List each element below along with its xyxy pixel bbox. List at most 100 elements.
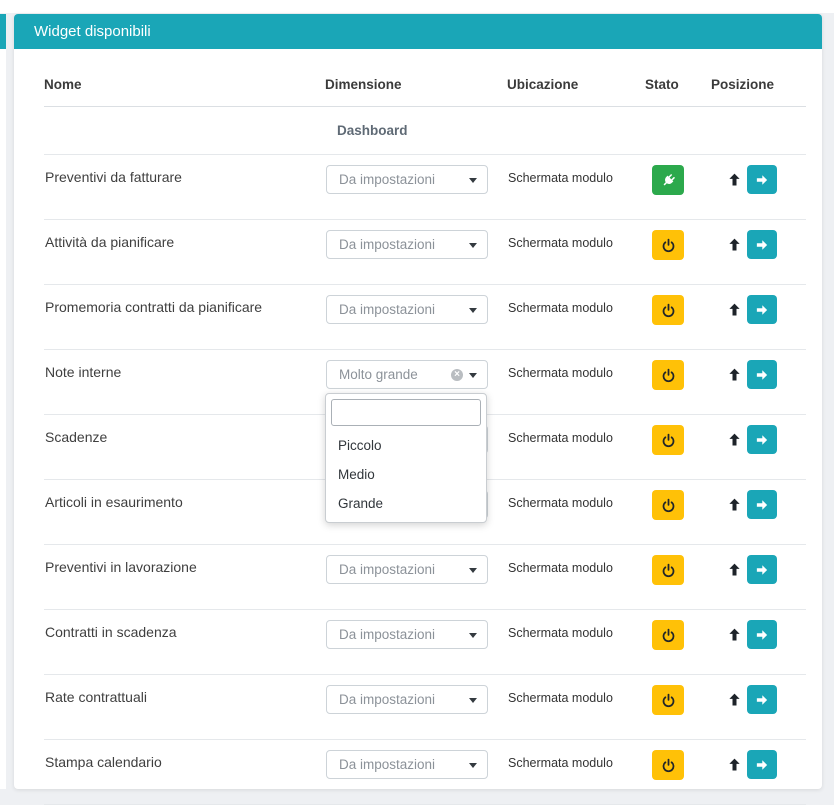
size-select[interactable]: Da impostazioni × <box>326 750 488 779</box>
arrow-right-icon <box>756 629 768 640</box>
move-to-button[interactable] <box>747 620 777 649</box>
size-select-value: Molto grande <box>339 367 418 382</box>
size-select-value: Da impostazioni <box>339 757 436 772</box>
table-row: Rate contrattuali Da impostazioni × Picc… <box>44 674 806 740</box>
status-toggle-button[interactable] <box>652 555 684 585</box>
panel-body: Nome Dimensione Ubicazione Stato Posizio… <box>14 49 822 805</box>
size-select[interactable]: Da impostazioni × <box>326 295 488 324</box>
arrow-right-icon <box>756 239 768 250</box>
move-up-icon[interactable] <box>727 756 742 773</box>
move-to-button[interactable] <box>747 750 777 779</box>
arrow-right-icon <box>756 759 768 770</box>
move-up-icon[interactable] <box>727 626 742 643</box>
power-icon <box>662 498 674 512</box>
widget-name: Contratti in scadenza <box>45 624 177 640</box>
size-select-value: Da impostazioni <box>339 302 436 317</box>
chevron-down-icon <box>469 308 477 313</box>
chevron-down-icon <box>469 243 477 248</box>
move-to-button[interactable] <box>747 230 777 259</box>
widget-name: Scadenze <box>45 429 108 445</box>
location-label: Schermata modulo <box>508 301 613 315</box>
size-select-value: Da impostazioni <box>339 562 436 577</box>
move-to-button[interactable] <box>747 685 777 714</box>
size-select-value: Da impostazioni <box>339 692 436 707</box>
column-header-nome: Nome <box>44 49 325 107</box>
power-icon <box>662 238 674 252</box>
status-toggle-button[interactable] <box>652 685 684 715</box>
status-toggle-button[interactable] <box>652 295 684 325</box>
size-select[interactable]: Molto grande × <box>326 360 488 389</box>
power-icon <box>662 433 674 447</box>
dropdown-option-piccolo[interactable]: Piccolo <box>338 438 382 453</box>
dropdown-search-input[interactable] <box>331 399 481 426</box>
location-label: Schermata modulo <box>508 626 613 640</box>
move-up-icon[interactable] <box>727 691 742 708</box>
widget-name: Attività da pianificare <box>45 234 175 250</box>
move-up-icon[interactable] <box>727 431 742 448</box>
size-select[interactable]: Da impostazioni × <box>326 685 488 714</box>
size-select-value: Da impostazioni <box>339 237 436 252</box>
widget-name: Preventivi in lavorazione <box>45 559 197 575</box>
arrow-right-icon <box>756 304 768 315</box>
group-row-dashboard: Dashboard <box>44 106 806 155</box>
status-toggle-button[interactable] <box>652 165 684 195</box>
size-select[interactable]: Da impostazioni × <box>326 165 488 194</box>
move-up-icon[interactable] <box>727 496 742 513</box>
table-row: Attività da pianificare Da impostazioni … <box>44 219 806 285</box>
size-select[interactable]: Da impostazioni × <box>326 620 488 649</box>
dropdown-option-grande[interactable]: Grande <box>338 496 384 511</box>
status-toggle-button[interactable] <box>652 425 684 455</box>
move-up-icon[interactable] <box>727 561 742 578</box>
power-icon <box>662 368 674 382</box>
arrow-right-icon <box>756 694 768 705</box>
power-icon <box>662 303 674 317</box>
size-select[interactable]: Da impostazioni × <box>326 230 488 259</box>
status-toggle-button[interactable] <box>652 620 684 650</box>
chevron-down-icon <box>469 568 477 573</box>
page-top-band <box>0 0 834 13</box>
move-to-button[interactable] <box>747 490 777 519</box>
table-row: Stampa calendario Da impostazioni × Picc… <box>44 739 806 805</box>
location-label: Schermata modulo <box>508 431 613 445</box>
chevron-down-icon <box>469 633 477 638</box>
widget-name: Promemoria contratti da pianificare <box>45 299 263 315</box>
status-toggle-button[interactable] <box>652 360 684 390</box>
table-row: Preventivi da fatturare Da impostazioni … <box>44 154 806 220</box>
move-to-button[interactable] <box>747 555 777 584</box>
move-to-button[interactable] <box>747 295 777 324</box>
move-up-icon[interactable] <box>727 236 742 253</box>
column-header-ubicazione: Ubicazione <box>507 49 645 107</box>
dropdown-option-medio[interactable]: Medio <box>338 467 375 482</box>
arrow-right-icon <box>756 434 768 445</box>
size-select[interactable]: Da impostazioni × <box>326 555 488 584</box>
widgets-panel: Widget disponibili Nome Dimensione Ubica… <box>14 14 822 805</box>
table-row: Promemoria contratti da pianificare Da i… <box>44 284 806 350</box>
location-label: Schermata modulo <box>508 691 613 705</box>
panel-title: Widget disponibili <box>14 14 822 49</box>
status-toggle-button[interactable] <box>652 750 684 780</box>
table-row: Preventivi in lavorazione Da impostazion… <box>44 544 806 610</box>
column-header-stato: Stato <box>645 49 711 107</box>
status-toggle-button[interactable] <box>652 490 684 520</box>
move-to-button[interactable] <box>747 165 777 194</box>
location-label: Schermata modulo <box>508 366 613 380</box>
clear-selection-icon[interactable]: × <box>451 369 463 381</box>
move-to-button[interactable] <box>747 425 777 454</box>
location-label: Schermata modulo <box>508 756 613 770</box>
widget-name: Rate contrattuali <box>45 689 147 705</box>
power-icon <box>662 693 674 707</box>
size-dropdown: Piccolo Medio Grande <box>325 393 487 523</box>
move-to-button[interactable] <box>747 360 777 389</box>
chevron-down-icon <box>469 178 477 183</box>
widget-name: Stampa calendario <box>45 754 162 770</box>
group-label: Dashboard <box>44 106 806 155</box>
arrow-right-icon <box>756 499 768 510</box>
location-label: Schermata modulo <box>508 236 613 250</box>
power-icon <box>662 628 674 642</box>
move-up-icon[interactable] <box>727 301 742 318</box>
widget-name: Note interne <box>45 364 122 380</box>
arrow-right-icon <box>756 369 768 380</box>
move-up-icon[interactable] <box>727 366 742 383</box>
status-toggle-button[interactable] <box>652 230 684 260</box>
move-up-icon[interactable] <box>727 171 742 188</box>
